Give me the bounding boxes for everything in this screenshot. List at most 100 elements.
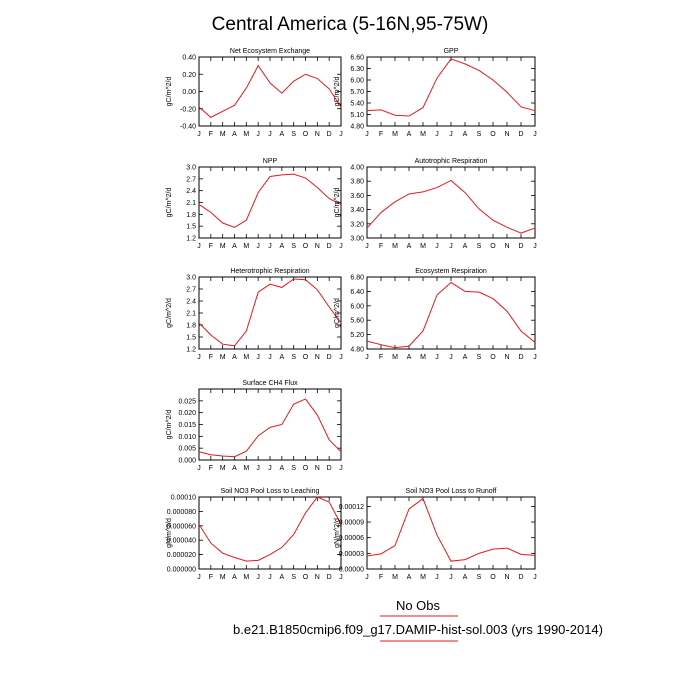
y-tick-label: 0.000	[178, 458, 196, 465]
x-tick-label: A	[407, 243, 412, 250]
y-tick-label: 4.00	[350, 165, 364, 172]
x-tick-label: J	[435, 243, 439, 250]
x-tick-label: A	[232, 354, 237, 361]
y-tick-label: 1.5	[186, 224, 196, 231]
x-tick-label: A	[232, 574, 237, 581]
x-tick-label: S	[291, 354, 296, 361]
series-line	[366, 497, 536, 562]
series-line	[198, 173, 342, 228]
x-tick-label: M	[420, 354, 426, 361]
panel-9: Soil NO3 Pool Loss to RunoffgN/m^2/d0.00…	[334, 488, 537, 581]
y-tick-label: 0.000000	[167, 567, 196, 574]
panel-title: Soil NO3 Pool Loss to Runoff	[406, 488, 497, 495]
y-tick-label: -0.40	[180, 124, 196, 131]
x-tick-label: A	[407, 354, 412, 361]
x-tick-label: J	[256, 574, 260, 581]
x-tick-label: A	[279, 574, 284, 581]
series-line	[198, 496, 342, 562]
x-tick-label: J	[339, 243, 343, 250]
x-tick-label: F	[209, 574, 213, 581]
x-tick-label: M	[392, 243, 398, 250]
x-tick-label: M	[220, 131, 226, 138]
x-tick-label: M	[243, 465, 249, 472]
x-tick-label: O	[303, 243, 309, 250]
y-axis-label: gC/m^2/d	[166, 77, 173, 107]
y-tick-label: 3.0	[186, 275, 196, 282]
x-tick-label: F	[209, 243, 213, 250]
series-line	[198, 398, 342, 458]
x-tick-label: A	[463, 131, 468, 138]
x-tick-label: J	[197, 354, 201, 361]
x-tick-label: M	[392, 354, 398, 361]
x-tick-label: J	[533, 574, 537, 581]
y-tick-label: 0.000060	[167, 523, 196, 530]
x-tick-label: M	[220, 354, 226, 361]
panel-4: Autotrophic Respiration gC/m^2/d 3.00 3.20 3…	[334, 158, 537, 250]
y-axis-label: gC/m^2/d	[334, 77, 341, 107]
y-axis-label: gC/m^2/d	[166, 410, 173, 440]
series-line	[366, 179, 536, 234]
x-tick-label: M	[420, 131, 426, 138]
panel-1: Net Ecosystem Exchange gC/m^2/d -0.40 -0.20…	[166, 48, 343, 138]
panel-6: Ecosystem Respiration gC/m^2/d 4.80 5.20 5.6…	[334, 268, 537, 361]
x-tick-label: J	[365, 574, 369, 581]
y-tick-label: 5.70	[350, 89, 364, 96]
x-tick-label: N	[504, 574, 509, 581]
y-tick-label: 0.000080	[167, 509, 196, 516]
x-tick-label: J	[449, 131, 453, 138]
x-tick-label: M	[243, 243, 249, 250]
y-axis-label: gC/m^2/d	[334, 298, 341, 328]
x-tick-label: D	[518, 574, 523, 581]
x-tick-label: F	[379, 354, 383, 361]
x-tick-label: J	[339, 354, 343, 361]
x-tick-label: A	[232, 131, 237, 138]
x-tick-label: M	[220, 574, 226, 581]
x-tick-label: F	[209, 354, 213, 361]
x-tick-label: D	[327, 574, 332, 581]
x-tick-label: F	[379, 574, 383, 581]
x-tick-label: O	[490, 243, 496, 250]
x-tick-label: J	[197, 243, 201, 250]
x-tick-label: A	[463, 574, 468, 581]
x-tick-label: S	[477, 574, 482, 581]
y-tick-label: 0.00000	[339, 567, 364, 574]
x-tick-label: J	[339, 465, 343, 472]
x-tick-label: M	[243, 574, 249, 581]
x-tick-label: J	[256, 131, 260, 138]
x-tick-label: J	[533, 243, 537, 250]
x-tick-label: N	[315, 354, 320, 361]
x-tick-label: D	[518, 243, 523, 250]
y-tick-label: 2.1	[186, 200, 196, 207]
y-tick-label: 0.40	[182, 55, 196, 62]
x-tick-label: J	[365, 131, 369, 138]
x-tick-label: J	[435, 574, 439, 581]
x-tick-label: J	[268, 354, 272, 361]
x-tick-label: S	[291, 574, 296, 581]
y-axis-label: gC/m^2/d	[334, 188, 341, 218]
series-line	[366, 281, 536, 349]
x-tick-label: N	[315, 465, 320, 472]
panel-title: Surface CH4 Flux	[242, 380, 298, 387]
panel-title: Ecosystem Respiration	[415, 268, 487, 275]
x-tick-label: M	[220, 465, 226, 472]
y-tick-label: 4.80	[350, 347, 364, 354]
panel-8: Soil NO3 Pool Loss to LeachinggN/m^2/d0.…	[166, 488, 343, 581]
series-line	[198, 64, 342, 118]
x-tick-label: F	[209, 131, 213, 138]
x-tick-label: O	[303, 465, 309, 472]
x-tick-label: M	[243, 354, 249, 361]
y-tick-label: 2.7	[186, 287, 196, 294]
y-tick-label: 0.00003	[339, 551, 364, 558]
x-tick-label: O	[490, 354, 496, 361]
y-tick-label: 3.0	[186, 165, 196, 172]
panel-5: Heterotrophic Respiration gC/m^2/d 1.2 1.5 1…	[166, 268, 343, 361]
x-tick-label: J	[449, 354, 453, 361]
y-tick-label: 0.000040	[167, 538, 196, 545]
x-tick-label: A	[279, 131, 284, 138]
x-tick-label: J	[339, 574, 343, 581]
panel-title: Net Ecosystem Exchange	[230, 48, 310, 55]
x-tick-label: J	[268, 131, 272, 138]
x-tick-label: A	[463, 354, 468, 361]
x-tick-label: A	[279, 243, 284, 250]
y-tick-label: -0.20	[180, 106, 196, 113]
